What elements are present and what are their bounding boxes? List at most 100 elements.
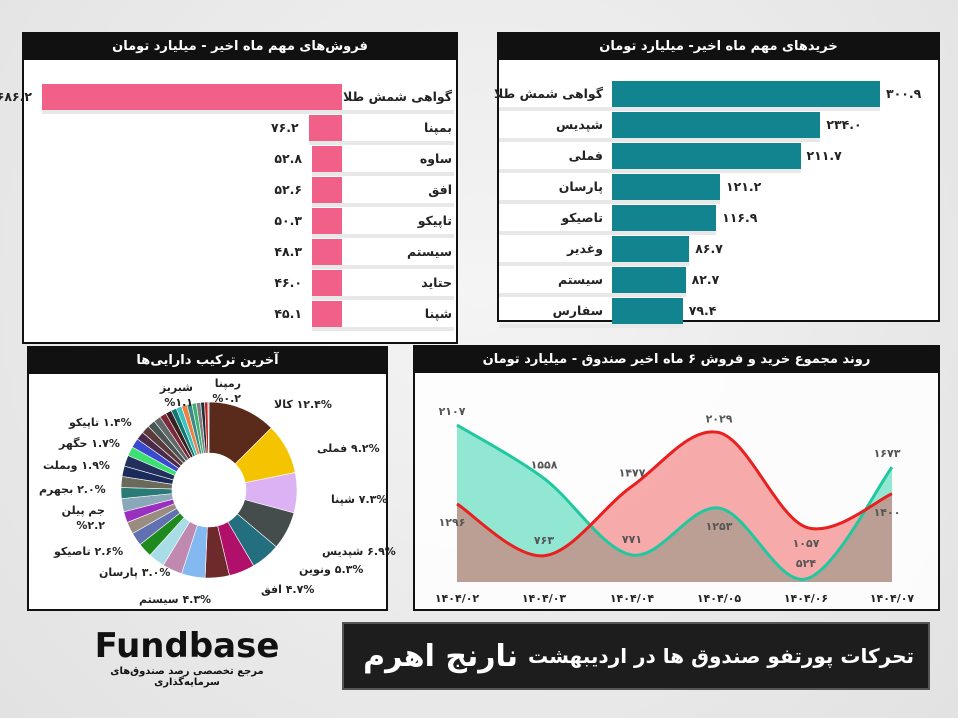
row-separator [499,324,683,328]
row-separator [499,169,801,173]
logo-tagline: مرجع تخصصی رصد صندوق‌های سرمایه‌گذاری [110,666,264,688]
purchase-label: سیستم [557,272,603,287]
data-label: ۱۶۷۳ [874,447,901,460]
purchase-bar [612,205,717,231]
row-separator [499,138,821,142]
sales-bar [312,177,342,203]
purchase-label: سفارس [552,303,603,318]
row-separator [312,296,454,300]
x-tick-label: ۱۴۰۴/۰۳ [522,592,567,605]
purchase-label: تاصیکو [561,210,603,225]
donut-label: ۴.۷% افق [261,583,315,596]
purchase-value: ۱۲۱.۲ [725,179,762,194]
data-label: ۲۰۲۹ [706,413,733,426]
data-label: ۱۰۵۷ [793,537,820,550]
data-label: ۲۱۰۷ [439,405,466,418]
purchase-value: ۲۱۱.۷ [806,148,842,163]
row-separator [499,200,720,204]
donut-label: شبریز ۱.۱% [159,381,193,409]
sales-value: ۵۲.۸ [274,151,302,166]
sales-title: فروش‌های مهم ماه اخیر - میلیارد تومان [24,34,456,60]
row-separator [499,262,690,266]
donut-slice [207,401,210,454]
purchase-label: پارسان [558,179,603,194]
sales-value: ۴۶.۰ [274,275,302,290]
row-separator [312,172,454,176]
logo-text: Fundbase [94,626,280,666]
series-area [457,424,892,582]
purchase-label: فملی [568,148,603,163]
row-separator [312,203,454,207]
donut-label: ۲.۶% تاصیکو [54,545,124,558]
donut-label: ۱.۹% وبملت [43,459,110,472]
banner-fund-name: نارنج اهرم [363,638,519,674]
donut-label: ۶.۹% شپدیس [322,545,396,558]
trend-panel: روند مجموع خرید و فروش ۶ ماه اخیر صندوق … [413,345,940,611]
series-line [456,423,894,581]
sales-bar [312,239,342,265]
donut-label: ۱.۷% حگهر [59,437,120,450]
donut-label: ۴.۳% سیستم [139,593,212,606]
purchase-label: وغدیر [567,241,603,256]
row-separator [312,234,454,238]
sales-value: ۵۰.۳ [274,213,302,228]
purchases-title: خریدهای مهم ماه اخیر- میلیارد تومان [499,34,938,60]
donut-label: ۹.۲% فملی [317,442,380,455]
x-tick-label: ۱۴۰۴/۰۶ [784,592,828,605]
purchase-value: ۳۰۰.۹ [886,86,922,101]
series-line [456,430,893,558]
sales-label: بمپنا [424,120,452,135]
data-label: ۱۴۰۰ [874,506,901,519]
row-separator [308,141,454,145]
data-label: ۵۲۴ [796,557,816,570]
series-area [457,431,892,582]
sales-bar [312,301,342,327]
donut-label: جم پیلن ۲.۲% [61,504,105,532]
sales-label: افق [428,182,452,197]
purchase-label: گواهی شمش طلا [493,86,603,101]
row-separator [499,231,717,235]
purchase-bar [612,143,801,169]
x-tick-label: ۱۴۰۴/۰۴ [610,592,655,605]
purchase-bar [612,298,683,324]
donut-label: ۵.۳% ونوین [299,563,364,576]
sales-label: سیستم [406,244,452,259]
sales-bar [308,115,342,141]
sales-value: ۴۸.۳ [274,244,302,259]
donut-label: رمپنا ۰.۲% [212,377,241,405]
purchase-value: ۸۲.۷ [691,272,720,287]
sales-bar [42,84,342,110]
sales-bar [312,208,342,234]
fundbase-logo: Fundbase مرجع تخصصی رصد صندوق‌های سرمایه… [92,626,282,690]
banner-title: تحرکات پورتفو صندوق ها در اردیبهشت [528,644,914,668]
donut-label: ۷.۳% شپنا [331,493,388,506]
donut-label: ۲.۰% بجهرم [39,483,106,496]
purchase-value: ۷۹.۴ [688,303,717,318]
donut-label: ۳.۰% پارسان [99,566,171,579]
composition-panel: آخرین ترکیب دارایی‌ها ۱۲.۴% کالا ۹.۲% فمل… [27,346,396,611]
purchase-value: ۲۳۴.۰ [826,117,862,132]
data-label: ۱۲۹۶ [439,516,466,529]
data-label: ۱۴۷۷ [619,466,646,479]
data-label: ۱۲۵۳ [706,520,733,533]
row-separator [42,110,454,114]
x-tick-label: ۱۴۰۴/۰۷ [870,592,915,605]
row-separator [499,293,686,297]
sales-label: شپنا [424,306,452,321]
sales-label: تاپیکو [417,213,452,228]
donut-chart [120,401,298,579]
purchase-bar [612,112,821,138]
trend-title: روند مجموع خرید و فروش ۶ ماه اخیر صندوق … [415,347,938,373]
row-separator [499,107,880,111]
purchase-bar [612,81,880,107]
data-label: ۱۵۵۸ [531,458,558,471]
row-separator [312,265,454,269]
purchase-label: شپدیس [556,117,603,132]
sales-value: ۷۶.۲ [271,120,299,135]
composition-title: آخرین ترکیب دارایی‌ها [29,348,386,374]
sales-label: حتاید [421,275,452,290]
sales-bar [312,146,342,172]
x-tick-label: ۱۴۰۴/۰۲ [435,592,480,605]
sales-value: ۵۲.۶ [274,182,302,197]
sales-label: ساوه [419,151,452,166]
